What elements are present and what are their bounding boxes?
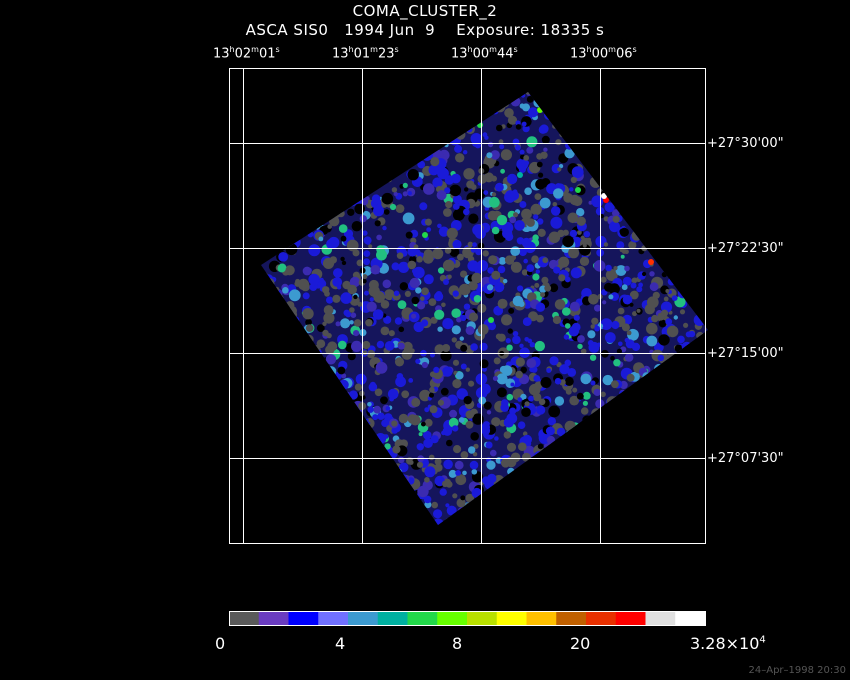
colorbar-tick-0: 0 <box>215 634 226 653</box>
colorbar-swatch <box>258 611 289 625</box>
colorbar-swatch <box>407 611 438 625</box>
ra-label-3: 13h00m44s <box>451 45 518 62</box>
plot-border <box>229 68 706 544</box>
colorbar-tick-max: 3.28×104 <box>690 634 766 653</box>
colorbar-swatch <box>467 611 498 625</box>
colorbar-swatch <box>377 611 408 625</box>
colorbar-tick-8: 8 <box>452 634 463 653</box>
colorbar-swatch <box>229 611 260 625</box>
colorbar-swatch <box>348 611 379 625</box>
colorbar-swatch <box>496 611 527 625</box>
dec-label-4: +27°07'30" <box>707 451 784 466</box>
colorbar-swatch <box>615 611 646 625</box>
image-title: COMA_CLUSTER_2 <box>352 2 498 20</box>
colorbar-swatch <box>318 611 349 625</box>
colorbar-swatch <box>437 611 468 625</box>
dec-label-2: +27°22'30" <box>707 241 784 256</box>
dec-label-3: +27°15'00" <box>707 346 784 361</box>
colorbar-tick-4: 4 <box>335 634 346 653</box>
colorbar-swatch <box>288 611 319 625</box>
timestamp: 24–Apr–1998 20:30 <box>748 665 846 676</box>
image-subtitle: ASCA SIS0 1994 Jun 9 Exposure: 18335 s <box>245 21 605 39</box>
ra-label-2: 13h01m23s <box>332 45 399 62</box>
ra-label-4: 13h00m06s <box>570 45 637 62</box>
colorbar-swatch <box>645 611 676 625</box>
colorbar-swatch <box>556 611 587 625</box>
dec-label-1: +27°30'00" <box>707 136 784 151</box>
coordinate-grid <box>229 68 705 543</box>
colorbar-swatch <box>526 611 557 625</box>
colorbar-swatch <box>675 611 706 625</box>
colorbar-swatch <box>586 611 617 625</box>
colorbar-tick-20: 20 <box>570 634 591 653</box>
ra-label-1: 13h02m01s <box>213 45 280 62</box>
